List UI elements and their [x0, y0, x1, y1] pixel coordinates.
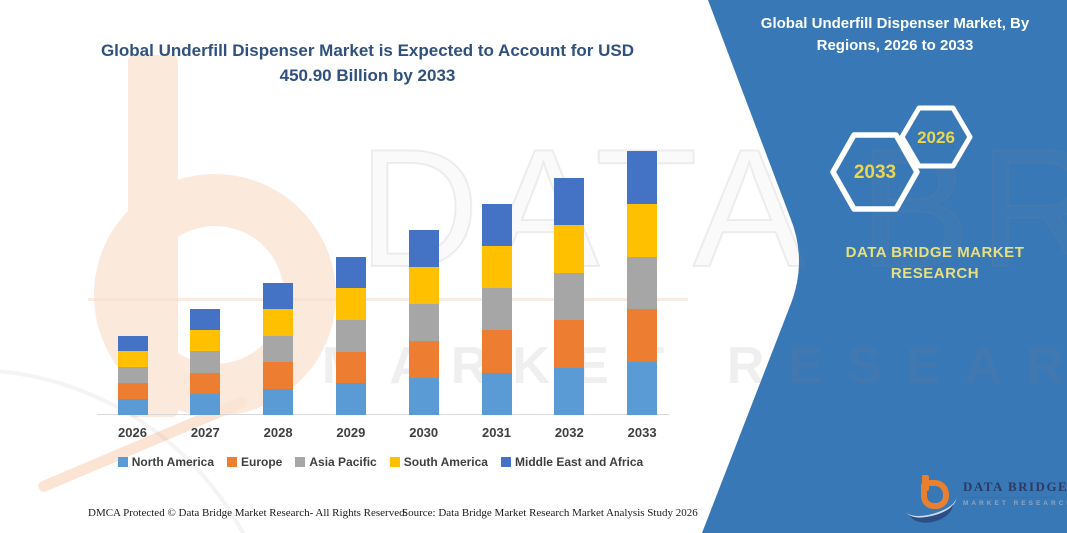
bar-segment-europe-2031: [481, 330, 512, 373]
bar-segment-middle-east-and-africa-2029: [335, 256, 366, 289]
brand-wordmark: DATA BRIDGE MARKET RESEARCH: [815, 242, 1055, 284]
chart-legend: North America Europe Asia Pacific South Ame…: [88, 455, 673, 469]
legend-label-north-america: North America: [131, 455, 215, 469]
x-label-2026: 2026: [118, 425, 147, 440]
hexagon-year-2026: 2026: [917, 128, 955, 147]
bar-segment-north-america-2028: [263, 388, 294, 415]
bar-segment-south-america-2031: [481, 245, 512, 289]
bar-segment-middle-east-and-africa-2030: [408, 230, 439, 267]
legend-label-south-america: South America: [403, 455, 488, 469]
source-note: Source: Data Bridge Market Research Mark…: [402, 507, 698, 519]
legend-swatch-asia-pacific: [295, 457, 306, 467]
panel-title: Global Underfill Dispenser Market, By Re…: [760, 15, 1030, 54]
bar-segment-asia-pacific-2032: [554, 272, 585, 320]
x-label-2027: 2027: [190, 425, 220, 440]
bar-2029: [335, 256, 366, 415]
hexagon-year-2033: 2033: [853, 162, 897, 183]
bar-segment-asia-pacific-2030: [408, 304, 439, 341]
bar-segment-asia-pacific-2028: [263, 335, 294, 362]
bar-segment-middle-east-and-africa-2031: [481, 203, 512, 246]
bar-2032: [554, 177, 585, 415]
x-label-2029: 2029: [336, 425, 366, 440]
bar-segment-asia-pacific-2031: [481, 288, 512, 331]
legend-item-middle-east-and-africa: Middle East and Africa: [500, 455, 644, 469]
bar-segment-middle-east-and-africa-2027: [190, 309, 221, 331]
legend-label-asia-pacific: Asia Pacific: [309, 455, 377, 469]
x-label-2028: 2028: [263, 425, 293, 440]
bar-segment-north-america-2029: [335, 383, 366, 415]
x-axis-line: [97, 414, 669, 415]
logo-text: DATA BRIDGE MARKET RESEARCH: [963, 479, 1067, 507]
x-label-2032: 2032: [554, 425, 584, 440]
bar-segment-asia-pacific-2026: [117, 367, 148, 384]
bar-2031: [481, 203, 512, 415]
bar-segment-europe-2033: [627, 309, 658, 363]
bar-segment-europe-2029: [335, 351, 366, 384]
bar-2027: [190, 309, 221, 415]
brand-line-1: DATA BRIDGE MARKET: [845, 244, 1025, 261]
bar-segment-europe-2027: [190, 372, 221, 394]
x-label-2030: 2030: [409, 425, 439, 440]
legend-swatch-europe: [227, 457, 238, 467]
chart-title: Global Underfill Dispenser Market is Exp…: [100, 41, 635, 85]
x-label-2031: 2031: [482, 425, 511, 440]
legend-label-europe: Europe: [241, 455, 283, 469]
logo-name: DATA BRIDGE: [963, 479, 1067, 498]
logo-b-bowl-icon: [921, 480, 949, 509]
dmca-notice: DMCA Protected © Data Bridge Market Rese…: [88, 507, 408, 519]
bar-segment-south-america-2033: [627, 203, 658, 257]
bar-segment-north-america-2031: [481, 372, 512, 415]
bar-segment-asia-pacific-2027: [190, 351, 221, 373]
legend-item-europe: Europe: [227, 455, 282, 469]
bar-segment-north-america-2026: [117, 399, 148, 415]
bar-segment-europe-2032: [554, 320, 585, 368]
bar-segment-south-america-2027: [190, 330, 221, 352]
legend-item-north-america: North America: [117, 455, 215, 469]
bar-2028: [263, 282, 294, 415]
blue-side-panel: [702, 0, 1067, 533]
bar-segment-europe-2028: [263, 362, 294, 389]
bar-2026: [117, 335, 148, 415]
hexagon-2026: [899, 105, 973, 169]
bar-segment-north-america-2032: [554, 367, 585, 415]
bar-segment-south-america-2030: [408, 267, 439, 304]
bar-2033: [627, 151, 658, 415]
bar-segment-middle-east-and-africa-2028: [263, 282, 294, 309]
bar-2030: [408, 230, 439, 415]
legend-label-middle-east-and-africa: Middle East and Africa: [514, 455, 644, 469]
bar-segment-south-america-2026: [117, 351, 148, 368]
bar-segment-south-america-2028: [263, 309, 294, 336]
logo-subtitle: MARKET RESEARCH: [963, 500, 1067, 507]
peach-swoosh-watermark: [38, 397, 247, 492]
bar-segment-europe-2026: [117, 383, 148, 400]
legend-swatch-north-america: [117, 457, 128, 467]
bar-segment-asia-pacific-2029: [335, 319, 366, 352]
bar-segment-south-america-2029: [335, 288, 366, 320]
bar-segment-middle-east-and-africa-2032: [554, 177, 585, 225]
legend-swatch-middle-east-and-africa: [500, 457, 511, 467]
bar-segment-south-america-2032: [554, 225, 585, 273]
legend-item-asia-pacific: Asia Pacific: [295, 455, 377, 469]
x-label-2033: 2033: [627, 425, 657, 440]
bar-segment-asia-pacific-2033: [627, 256, 658, 310]
data-bridge-logo: DATA BRIDGE MARKET RESEARCH: [902, 472, 1067, 527]
bar-segment-north-america-2033: [627, 362, 658, 415]
bar-segment-middle-east-and-africa-2026: [117, 335, 148, 352]
bar-segment-north-america-2030: [408, 378, 439, 415]
bar-segment-middle-east-and-africa-2033: [627, 151, 658, 204]
legend-item-south-america: South America: [389, 455, 488, 469]
legend-swatch-south-america: [389, 457, 400, 467]
pink-swoosh-line: [88, 298, 688, 301]
hexagon-2033: [830, 132, 920, 212]
bar-segment-north-america-2027: [190, 393, 221, 415]
brand-line-2: RESEARCH: [890, 265, 980, 282]
bar-segment-europe-2030: [408, 341, 439, 378]
